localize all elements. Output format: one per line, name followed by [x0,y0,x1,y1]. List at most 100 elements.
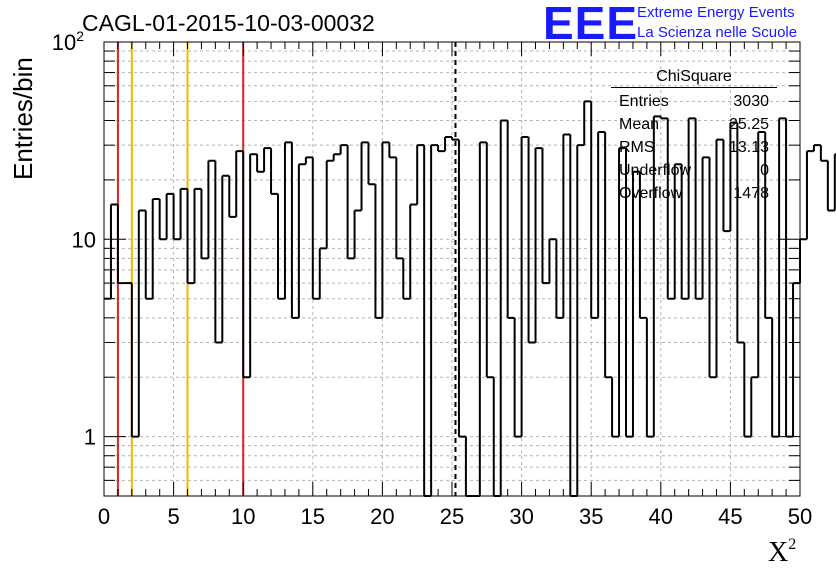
histogram-bin [151,198,160,299]
histogram-bin [353,209,362,259]
histogram-bin [346,145,355,260]
histogram-bin [290,142,299,319]
stats-box: ChiSquare Entries 3030 Mean 25.25 RMS 13.13… [611,68,777,205]
stats-row-overflow: Overflow 1478 [611,182,777,205]
histogram-bin [325,159,334,249]
histogram-bin [611,377,620,438]
histogram-bin [555,239,564,319]
histogram-bin [534,147,543,343]
histogram-bin [297,163,306,318]
stats-label: Overflow [619,185,683,202]
histogram-bin [701,156,710,299]
histogram-bin [374,184,383,319]
histogram-bin [158,199,167,241]
histogram-bin [235,150,244,217]
logo-line-2: La Scienza nelle Scuole [637,24,798,41]
y-tick-label-sup: 2 [76,28,84,44]
histogram-bin [631,170,640,437]
histogram-bin [659,116,668,120]
histogram-bin [812,144,821,152]
chart-title: CAGL-01-2015-10-03-00032 [82,10,375,36]
histogram-bin [604,131,613,379]
histogram-bin [736,122,745,344]
stats-label: Underflow [619,162,692,179]
stats-title: ChiSquare [611,68,777,88]
histogram-bin [576,144,585,496]
histogram-bin [569,134,578,497]
histogram-bin [304,156,313,165]
histogram-bin [172,193,181,241]
histogram-bin [360,141,369,211]
stats-value: 1478 [733,185,769,202]
stats-value: 0 [760,162,769,179]
histogram-bin [381,141,390,318]
histogram-bin [708,157,717,379]
histogram-bin [645,317,654,438]
histogram-bin [506,120,515,319]
histogram-bin [541,148,550,285]
histogram-bin [478,141,487,496]
histogram-bin [520,135,529,437]
stats-label: Mean [619,116,660,133]
x-tick-label: 45 [718,504,742,529]
x-tick-label: 0 [98,504,110,529]
histogram-bin [165,192,174,240]
histogram-bin [339,144,348,155]
x-tick-label: 10 [231,504,255,529]
y-tick-label: 102 [52,28,84,55]
histogram-bin [214,160,223,344]
stats-row-underflow: Underflow 0 [611,159,777,182]
histogram-bin [805,150,814,240]
x-tick-label: 5 [167,504,179,529]
histogram-bin [193,187,202,284]
histogram-bin [771,317,780,438]
histogram-bin [332,153,341,161]
histogram-bin [513,317,522,438]
histogram-bin [311,157,320,300]
histogram-bin [785,118,794,438]
histogram-bin [778,117,787,437]
histogram-bin [792,282,800,437]
histogram-bin [750,376,759,437]
histogram-bin [687,117,696,299]
histogram-bin [437,145,446,153]
x-tick-label: 15 [301,504,325,529]
histogram-bin [109,203,118,299]
histogram-bin [228,175,237,218]
histogram-bin [207,159,216,259]
x-tick-label: 40 [649,504,673,529]
histogram-bin [652,115,661,437]
histogram-bin [388,142,397,159]
histogram-bin [186,188,195,285]
histogram-bin [409,203,418,299]
x-axis-label-base: X [768,537,789,568]
histogram-bin [318,247,327,299]
stats-value: 25.25 [728,116,769,133]
x-tick-label: 50 [788,504,812,529]
histogram-bin [179,187,188,240]
histogram-bin [819,145,828,162]
histogram-bin [729,121,738,232]
histogram-bin [618,147,626,437]
histogram-bin [130,283,139,438]
histogram-bin [200,188,209,260]
histogram-bin [256,154,265,173]
stats-row-rms: RMS 13.13 [611,136,777,159]
histogram-layer [104,100,836,497]
histogram-bin [395,157,404,260]
histogram-bin [263,147,272,172]
histogram-bin [597,130,606,318]
histogram-bin [277,193,285,300]
histogram-bin [242,151,251,379]
histogram-bin [249,153,258,378]
x-tick-label: 25 [440,504,464,529]
logo-text: Extreme Energy Events La Scienza nelle S… [637,3,797,43]
histogram-bin [722,139,731,233]
histogram-bin [715,138,724,378]
histogram-bin [423,145,432,497]
histogram-bin [137,209,146,437]
histogram-bin [402,258,411,300]
histogram-bin [743,342,752,438]
histogram-bin [270,148,278,195]
x-axis-label-sup: 2 [788,536,797,553]
